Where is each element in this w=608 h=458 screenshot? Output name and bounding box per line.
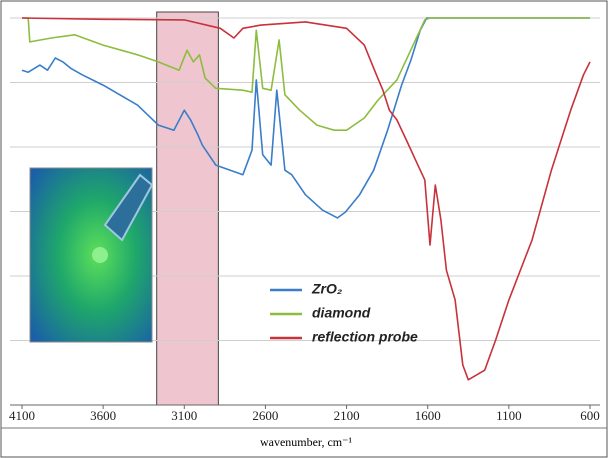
x-tick-label: 3100: [171, 408, 197, 423]
x-tick-label: 2600: [252, 408, 278, 423]
series-line: [22, 17, 590, 131]
x-tick-label: 1600: [415, 408, 441, 423]
x-axis-label: wavenumber, cm⁻¹: [260, 435, 352, 449]
x-tick-label: 2100: [334, 408, 360, 423]
x-tick-label: 3600: [90, 408, 116, 423]
legend-label: ZrO₂: [311, 281, 342, 297]
x-tick-label: 600: [580, 408, 600, 423]
inset-photo: [29, 167, 154, 343]
x-tick-label: 4100: [9, 408, 35, 423]
series-line: [21, 17, 590, 219]
legend-label: reflection probe: [312, 329, 418, 345]
legend-label: diamond: [312, 305, 371, 321]
x-tick-label: 1100: [496, 408, 522, 423]
highlight-band: [156, 11, 219, 406]
series-line: [21, 17, 591, 381]
